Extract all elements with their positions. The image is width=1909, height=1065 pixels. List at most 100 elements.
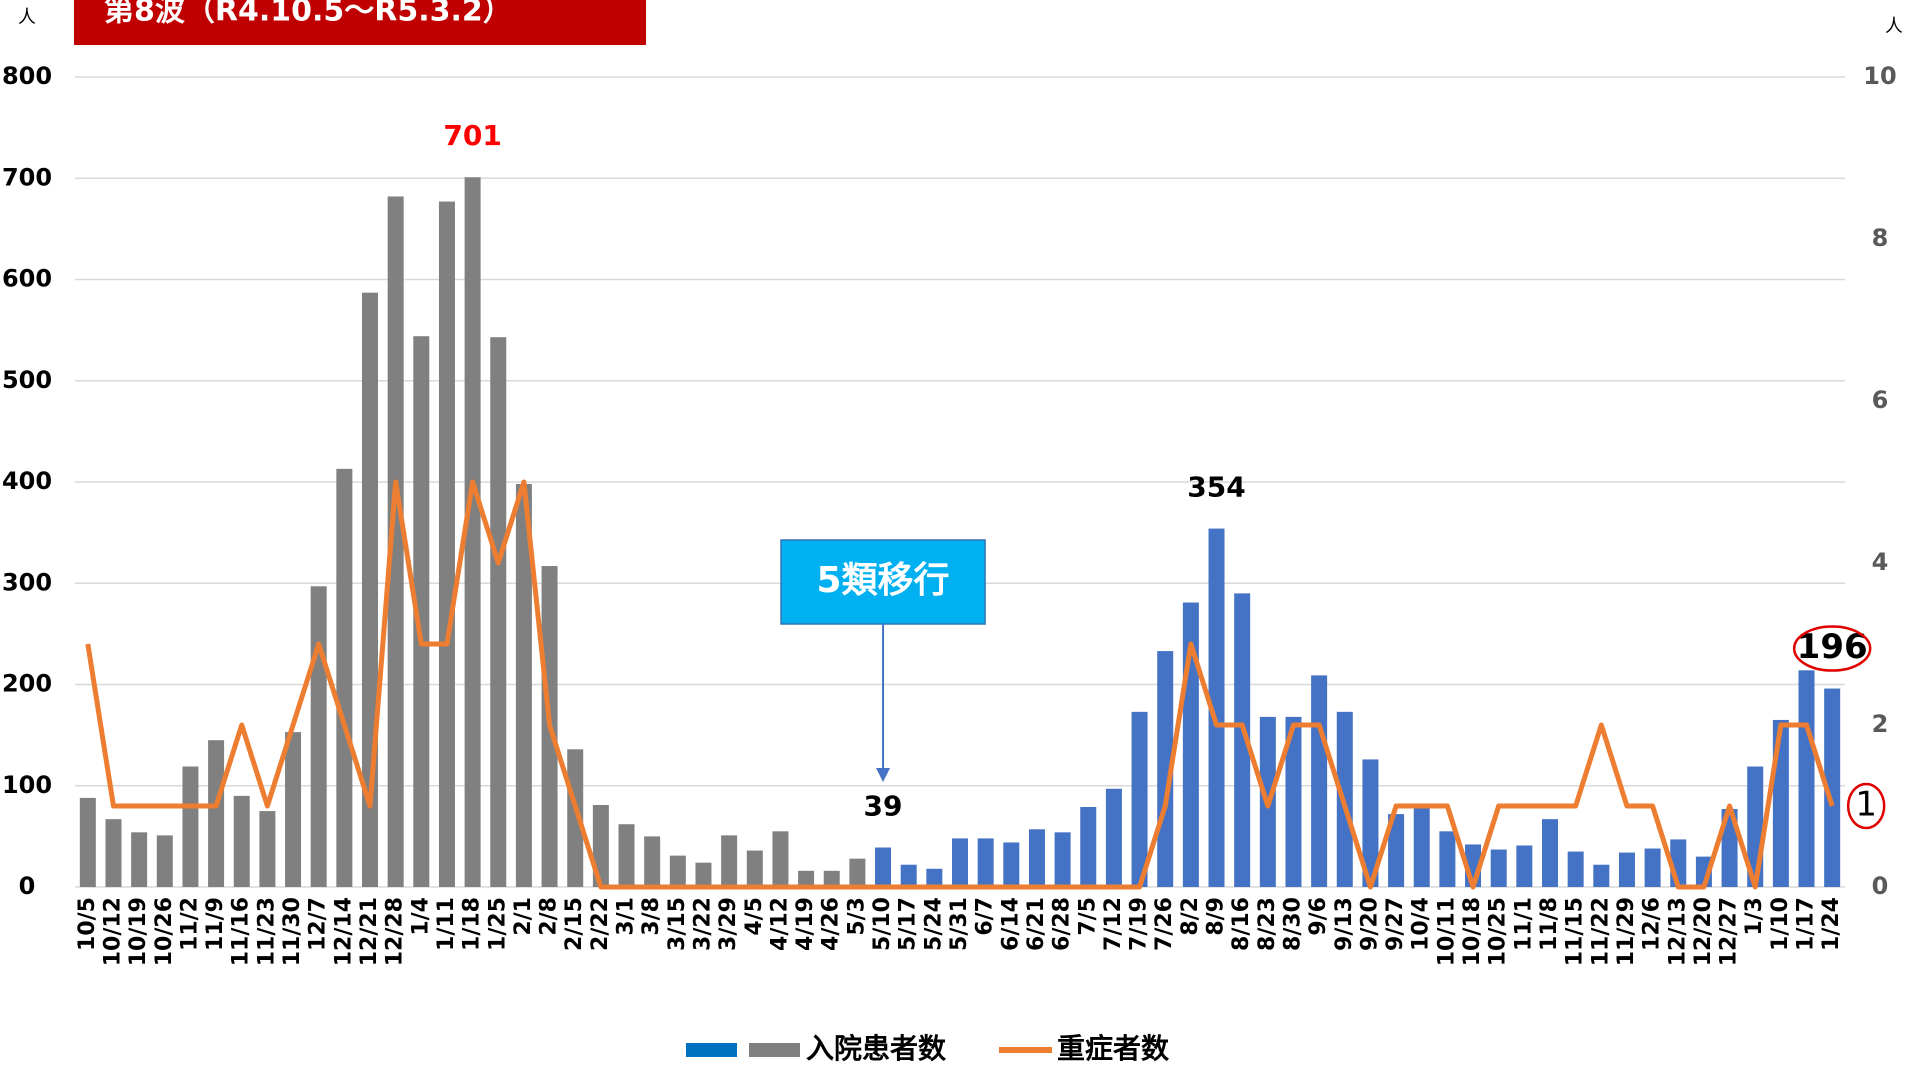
x-tick-label: 8/23	[1255, 897, 1280, 951]
x-tick-label: 6/14	[998, 897, 1023, 951]
bar	[79, 797, 96, 887]
y-tick-label: 500	[2, 366, 52, 394]
bar	[644, 836, 661, 887]
x-tick-label: 3/15	[665, 897, 690, 951]
x-tick-label: 10/12	[100, 897, 125, 966]
x-tick-label: 1/24	[1819, 897, 1844, 951]
x-tick-label: 9/6	[1306, 897, 1331, 936]
x-tick-label: 4/19	[793, 897, 818, 951]
bar	[1105, 788, 1122, 887]
bar	[1080, 807, 1097, 887]
x-tick-label: 7/26	[1152, 897, 1177, 951]
x-tick-label: 10/5	[75, 897, 100, 951]
x-tick-label: 8/2	[1178, 897, 1203, 936]
x-tick-label: 5/17	[896, 897, 921, 951]
data-label: 701	[443, 119, 501, 152]
y-tick-label: 100	[2, 771, 52, 799]
title-box	[74, 0, 646, 45]
bar	[1054, 832, 1071, 887]
bar	[1311, 675, 1328, 887]
x-tick-label: 9/27	[1383, 897, 1408, 951]
line	[85, 479, 1835, 890]
x-tick-label: 9/13	[1332, 897, 1357, 951]
x-tick-label: 7/5	[1075, 897, 1100, 936]
bar	[875, 847, 892, 887]
y-unit: 人	[18, 7, 36, 28]
x-tick-label: 11/8	[1537, 897, 1562, 951]
x-tick-label: 11/16	[229, 897, 254, 966]
x-tick-label: 8/9	[1204, 897, 1229, 936]
bar	[387, 196, 404, 888]
data-label: 196	[1797, 627, 1868, 667]
x-tick-label: 12/14	[331, 897, 356, 966]
x-tick-label: 2/22	[588, 897, 613, 951]
bar	[1439, 831, 1456, 887]
bar	[695, 862, 712, 887]
bar	[233, 795, 250, 887]
legend-swatch	[686, 1043, 737, 1057]
bar	[669, 855, 686, 887]
x-tick-label: 8/16	[1229, 897, 1254, 951]
bar	[1285, 716, 1302, 887]
bar	[464, 177, 481, 888]
x-tick-label: 11/23	[254, 897, 279, 966]
bar	[515, 484, 532, 887]
x-tick-label: 6/7	[973, 897, 998, 936]
x-tick-label: 11/2	[177, 897, 202, 951]
label-circle	[1792, 625, 1872, 672]
x-tick-label: 12/7	[306, 897, 331, 951]
annotation-box	[780, 539, 986, 625]
bar	[1798, 670, 1815, 887]
bar	[1208, 528, 1225, 887]
x-tick-label: 4/26	[819, 897, 844, 951]
x-tick-label: 1/4	[408, 897, 433, 936]
y2-tick-label: 0	[1872, 872, 1889, 900]
x-tick-label: 7/12	[1101, 897, 1126, 951]
bar	[1028, 829, 1045, 887]
x-tick-label: 2/15	[562, 897, 587, 951]
x-tick-label: 12/21	[357, 897, 382, 966]
annotation-text: 5類移行	[817, 560, 950, 601]
bar	[823, 870, 840, 887]
x-tick-label: 4/12	[767, 897, 792, 951]
x-tick-label: 3/1	[614, 897, 639, 936]
x-tick-label: 11/30	[280, 897, 305, 966]
x-tick-label: 10/26	[152, 897, 177, 966]
data-label: 39	[864, 790, 903, 823]
y2-tick-label: 6	[1872, 386, 1889, 414]
x-tick-label: 1/17	[1794, 897, 1819, 951]
x-tick-label: 10/19	[126, 897, 151, 966]
bar	[721, 835, 738, 887]
data-label: 354	[1187, 471, 1245, 504]
y-tick-label: 700	[2, 163, 52, 191]
y2-tick-label: 4	[1872, 548, 1889, 576]
y2-tick-label: 10	[1863, 62, 1896, 90]
bar	[182, 766, 199, 887]
bar	[1516, 845, 1533, 887]
y-tick-label: 300	[2, 568, 52, 596]
x-tick-label: 8/30	[1280, 897, 1305, 951]
x-tick-label: 1/25	[485, 897, 510, 951]
x-tick-label: 4/5	[742, 897, 767, 936]
bar	[438, 201, 455, 888]
x-tick-label: 5/10	[870, 897, 895, 951]
y-tick-label: 0	[19, 872, 36, 900]
x-tick-label: 12/28	[383, 897, 408, 966]
x-tick-label: 9/20	[1357, 897, 1382, 951]
bar	[1388, 814, 1405, 887]
x-tick-label: 10/25	[1486, 897, 1511, 966]
legend-label: 重症者数	[1057, 1032, 1170, 1065]
bar	[798, 870, 815, 887]
x-tick-label: 5/24	[921, 897, 946, 951]
x-tick-label: 3/29	[716, 897, 741, 951]
x-tick-label: 12/20	[1691, 897, 1716, 966]
bar	[977, 838, 994, 887]
bar	[105, 819, 122, 887]
bar	[1490, 849, 1507, 887]
annotation-arrowhead	[876, 768, 891, 782]
bar	[1593, 864, 1610, 887]
legend-label: 入院患者数	[806, 1032, 947, 1065]
bar	[1362, 759, 1379, 887]
bar	[618, 824, 635, 887]
